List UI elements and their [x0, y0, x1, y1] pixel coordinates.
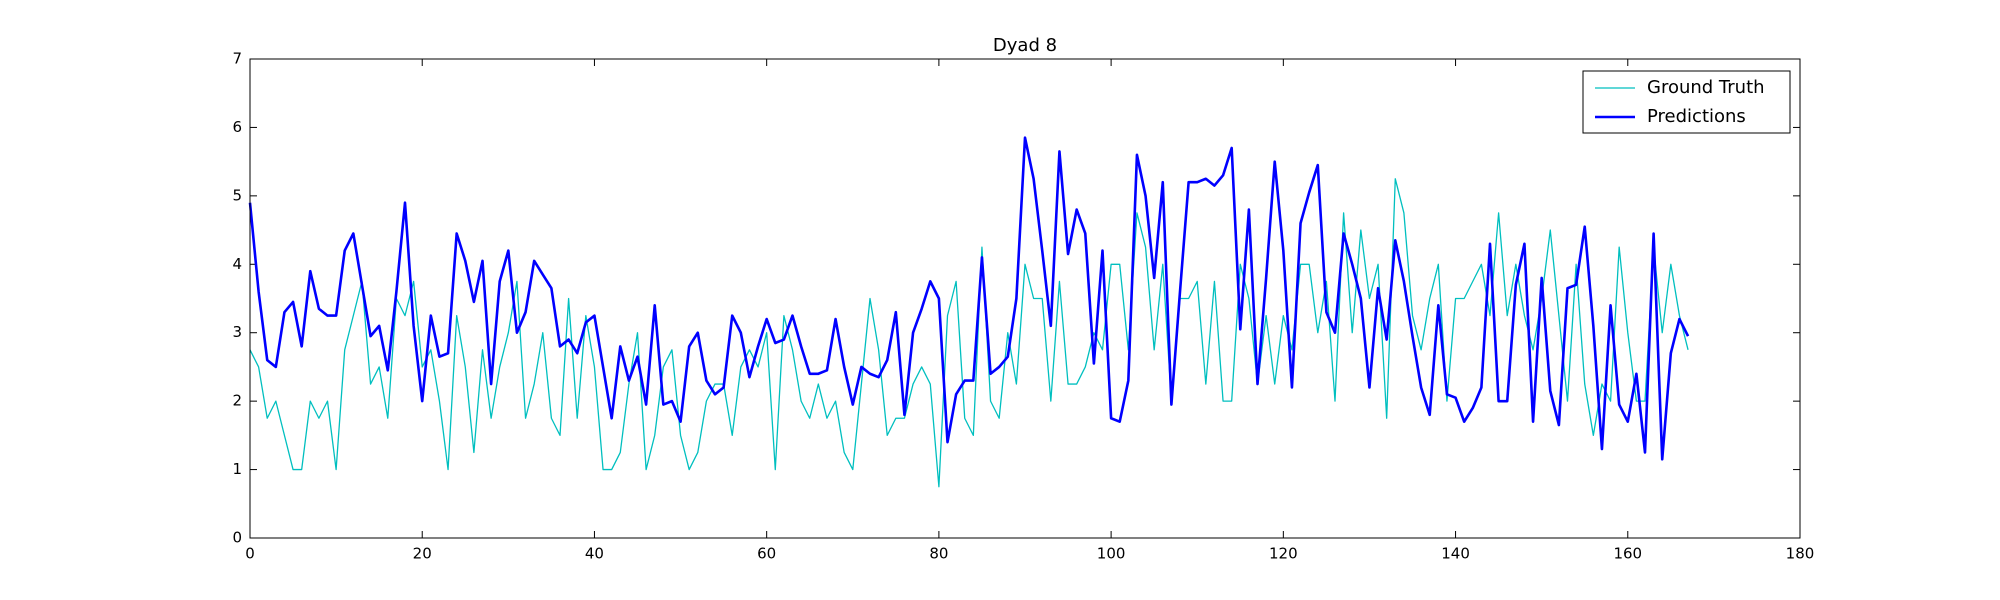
legend-label: Predictions [1647, 106, 1746, 127]
x-tick-label: 0 [245, 545, 255, 563]
y-tick-label: 2 [232, 392, 242, 410]
legend-box [1582, 70, 1791, 134]
x-tick-label: 80 [929, 545, 948, 563]
x-tick-label: 60 [757, 545, 776, 563]
x-tick-label: 120 [1269, 545, 1298, 563]
x-tick-label: 40 [585, 545, 604, 563]
y-tick-label: 5 [232, 186, 242, 204]
legend-label: Ground Truth [1647, 77, 1765, 98]
x-tick-label: 140 [1441, 545, 1470, 563]
x-tick-label: 100 [1097, 545, 1126, 563]
line-series [248, 136, 1690, 461]
x-tick-label: 160 [1613, 545, 1642, 563]
y-tick-label: 0 [232, 529, 242, 547]
x-tick-label: 180 [1786, 545, 1815, 563]
y-tick-label: 7 [232, 50, 242, 68]
x-tick-label: 20 [413, 545, 432, 563]
y-tick-label: 6 [232, 118, 242, 136]
line-series [249, 178, 1689, 488]
y-tick-label: 3 [232, 323, 242, 341]
y-tick-label: 1 [232, 460, 242, 478]
plot-frame [249, 58, 1801, 539]
y-tick-label: 4 [232, 255, 242, 273]
chart-title: Dyad 8 [993, 35, 1057, 56]
